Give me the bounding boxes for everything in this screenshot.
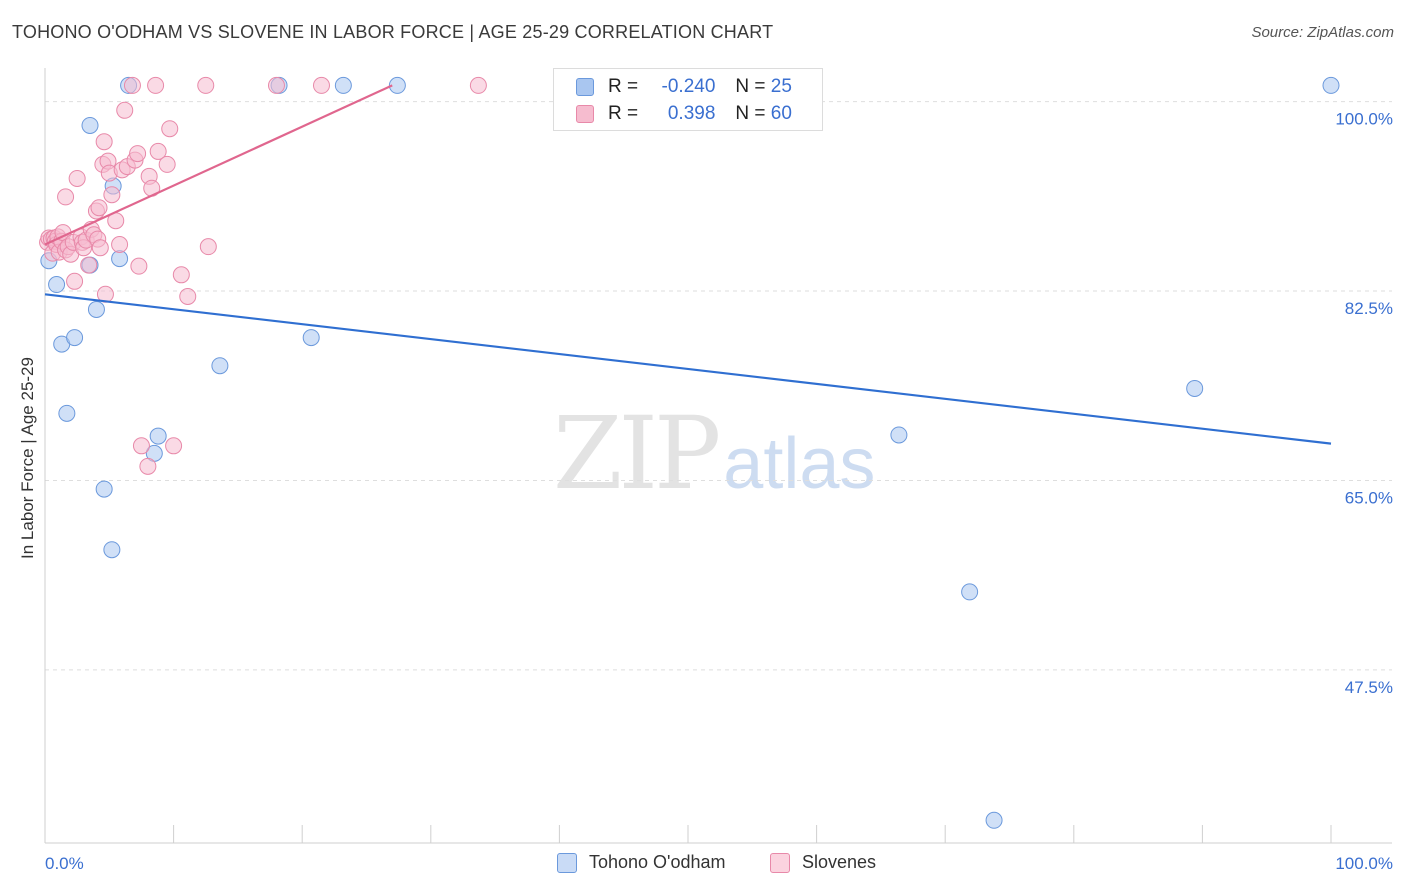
tohono-trend-line	[44, 293, 1332, 445]
slovene-point	[80, 256, 98, 274]
watermark-zip: ZIP	[553, 395, 721, 512]
stats-n-value: 60	[770, 103, 792, 124]
slovene-point	[165, 437, 183, 455]
y-axis-label: In Labor Force | Age 25-29	[18, 357, 37, 559]
tohono-point	[334, 76, 352, 94]
slovene-point	[90, 199, 108, 217]
slovene-point	[149, 142, 167, 160]
legend-label-slovenes: Slovenes	[802, 852, 877, 872]
x-tick-label: 100.0%	[1335, 854, 1393, 873]
stats-row-slovenes: R = 0.398 N = 60	[576, 102, 792, 126]
slovene-point	[469, 76, 487, 94]
slovene-point	[147, 76, 165, 94]
y-tick-label: 65.0%	[1345, 488, 1393, 507]
slovene-point	[66, 272, 84, 290]
slovene-point	[267, 76, 285, 94]
slovene-point	[116, 101, 134, 119]
slovene-point	[130, 257, 148, 275]
y-tick-label: 47.5%	[1345, 678, 1393, 697]
chart-legend: Tohono O'odham Slovenes	[0, 852, 1406, 878]
y-tick-label: 100.0%	[1335, 110, 1393, 129]
tohono-point	[103, 541, 121, 559]
slovene-point	[158, 155, 176, 173]
legend-swatch-slovenes	[770, 852, 790, 873]
tohono-point	[890, 426, 908, 444]
x-tick-label: 0.0%	[45, 854, 84, 873]
slovene-point	[123, 76, 141, 94]
tohono-point	[1186, 379, 1204, 397]
slovene-point	[68, 169, 86, 187]
slovene-point	[132, 437, 150, 455]
watermark: ZIPatlas	[553, 395, 875, 512]
tohono-point	[961, 583, 979, 601]
y-tick-label: 82.5%	[1345, 299, 1393, 318]
tohono-point	[1322, 76, 1340, 94]
slovene-point	[103, 186, 121, 204]
tohono-point	[66, 329, 84, 347]
stats-n-label: N =	[735, 103, 766, 124]
slovene-trend-line	[44, 84, 393, 246]
stats-swatch-slovenes	[576, 105, 594, 123]
slovene-point	[312, 76, 330, 94]
slovene-point	[139, 457, 157, 475]
stats-row-tohono: R = -0.240 N = 25	[576, 75, 792, 99]
stats-r-value: -0.240	[661, 76, 716, 97]
slovene-point	[199, 238, 217, 256]
stats-n-label: N =	[735, 76, 766, 97]
legend-swatch-tohono	[557, 852, 577, 873]
legend-item-tohono[interactable]: Tohono O'odham	[557, 852, 726, 873]
stats-swatch-tohono	[576, 78, 594, 96]
slovene-point	[197, 76, 215, 94]
tohono-point	[81, 116, 99, 134]
tohono-point	[95, 480, 113, 498]
slovene-point	[57, 188, 75, 206]
slovene-point	[95, 133, 113, 151]
stats-r-label: R =	[608, 103, 639, 124]
slovene-point	[91, 239, 109, 257]
slovene-point	[179, 287, 197, 305]
tohono-point	[87, 300, 105, 318]
legend-label-tohono: Tohono O'odham	[589, 852, 726, 872]
slovene-point	[111, 236, 129, 254]
stats-r-label: R =	[608, 76, 639, 97]
slovene-point	[161, 120, 179, 138]
stats-legend-box: R = -0.240 N = 25 R = 0.398 N = 60	[553, 68, 823, 131]
tohono-point	[302, 329, 320, 347]
chart-title: TOHONO O'ODHAM VS SLOVENE IN LABOR FORCE…	[12, 22, 774, 42]
legend-item-slovenes[interactable]: Slovenes	[770, 852, 876, 873]
stats-r-value: 0.398	[667, 103, 716, 124]
source-label: Source: ZipAtlas.com	[1251, 24, 1394, 41]
tohono-point	[985, 811, 1003, 829]
tohono-point	[149, 427, 167, 445]
watermark-atlas: atlas	[723, 424, 876, 504]
stats-n-value: 25	[770, 76, 792, 97]
slovene-point	[172, 266, 190, 284]
tohono-point	[211, 357, 229, 375]
tohono-point	[58, 404, 76, 422]
tohono-point	[48, 276, 66, 294]
tohono-point	[388, 76, 406, 94]
slovene-point	[129, 145, 147, 163]
